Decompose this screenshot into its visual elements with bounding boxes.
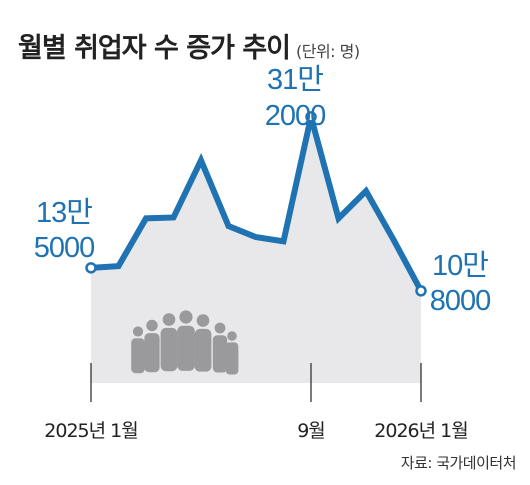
source-label: 자료: 국가데이터처 xyxy=(400,454,517,472)
data-label: 31만 xyxy=(267,64,323,96)
data-label: 5000 xyxy=(34,232,95,264)
people-icon xyxy=(131,310,239,375)
data-label: 13만 xyxy=(36,197,92,229)
data-label: 8000 xyxy=(430,285,491,317)
data-point-marker xyxy=(415,285,427,297)
data-point-marker xyxy=(85,262,97,274)
x-tick-label: 2026년 1월 xyxy=(374,420,467,442)
chart-title: 월별 취업자 수 증가 추이 xyxy=(18,33,291,64)
x-tick-label: 9월 xyxy=(297,420,325,442)
unit-label: (단위: 명) xyxy=(296,42,360,61)
data-label: 10만 xyxy=(432,250,488,282)
data-label: 2000 xyxy=(265,100,326,132)
data-point-marker xyxy=(305,111,317,123)
x-tick-label: 2025년 1월 xyxy=(44,420,137,442)
series-line xyxy=(88,116,424,294)
chart-title-block: 월별 취업자 수 증가 추이 (단위: 명) xyxy=(18,26,360,65)
